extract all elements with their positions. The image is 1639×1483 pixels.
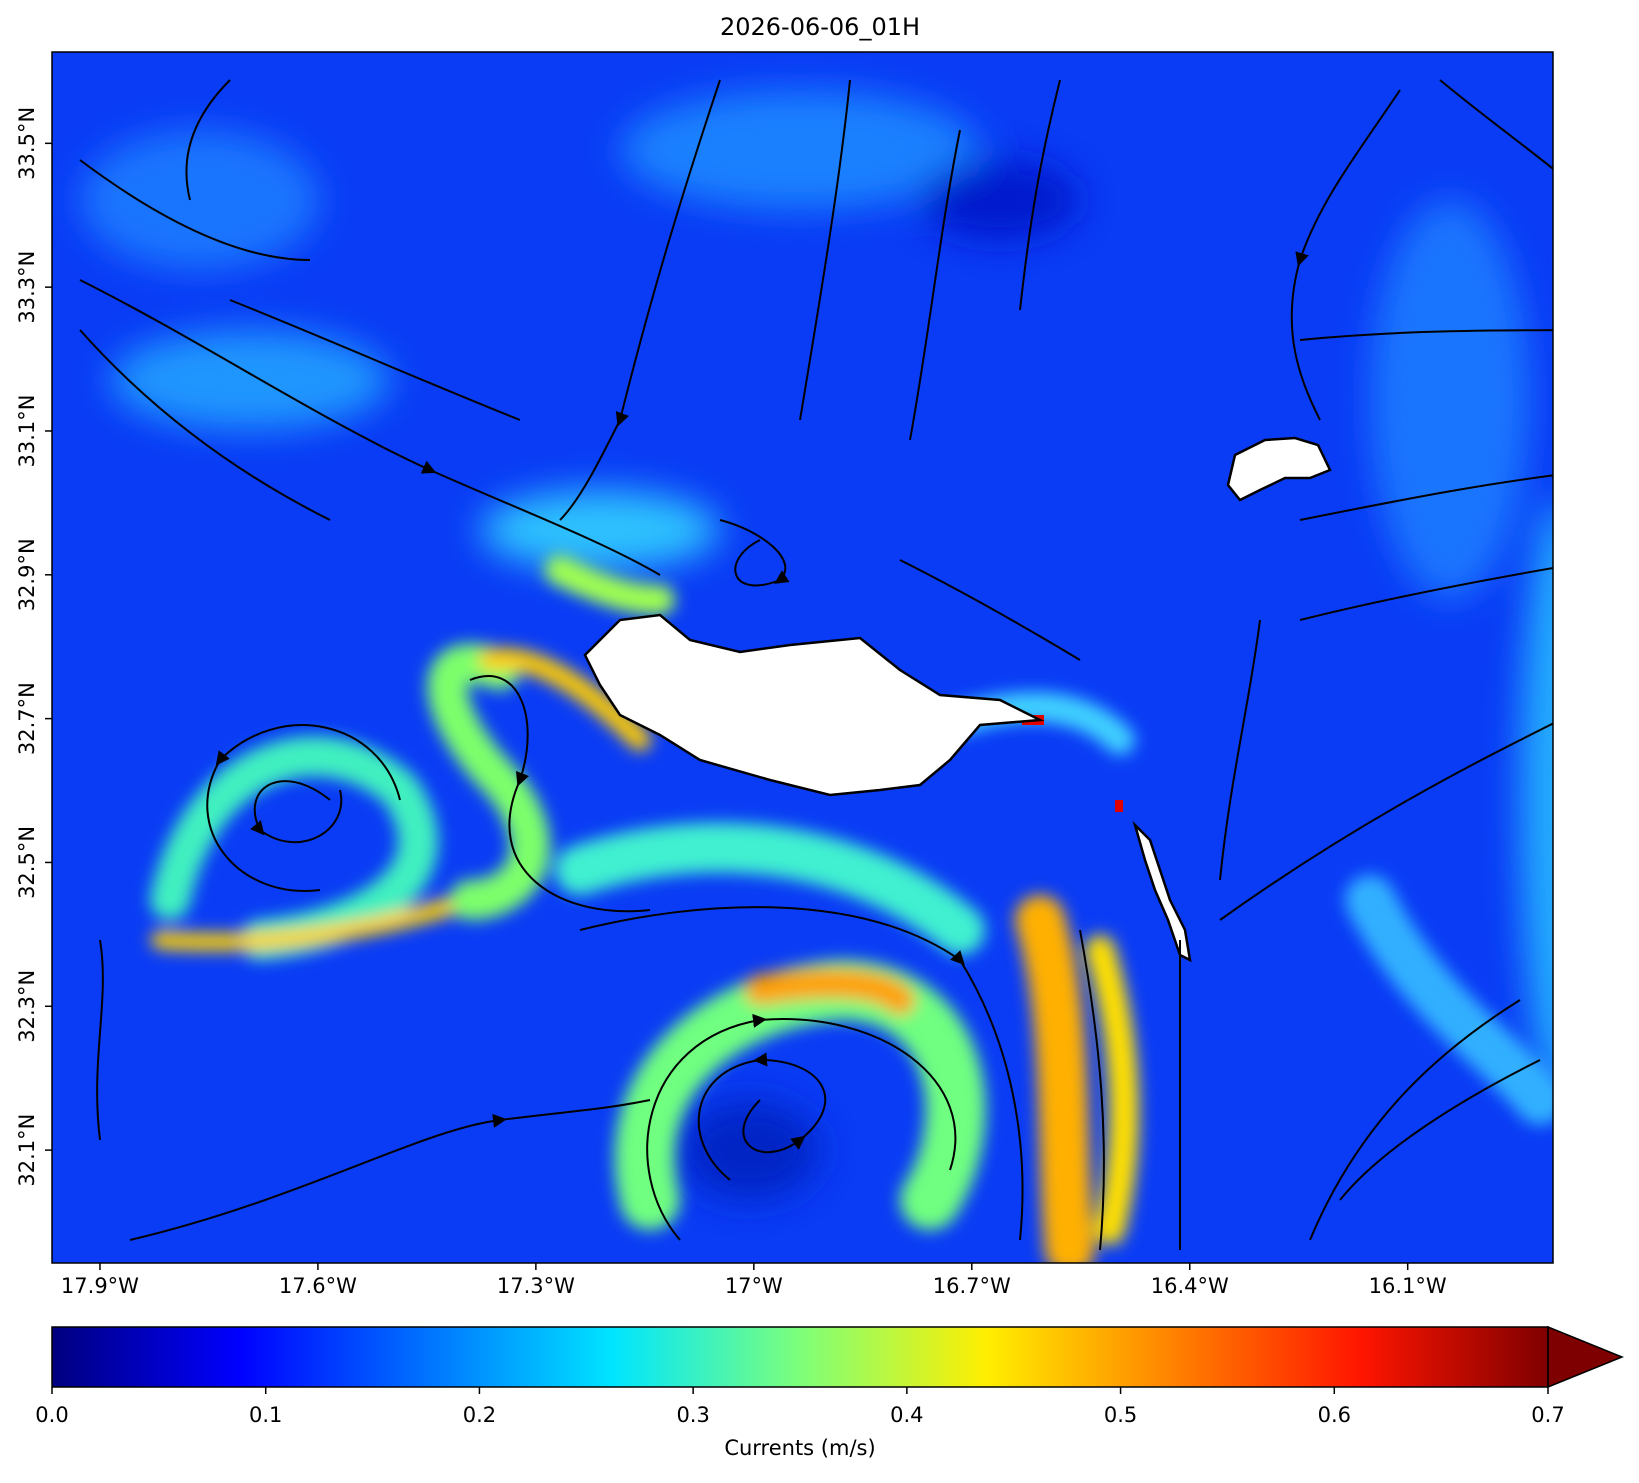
x-tick-label: 16.1°W [1369, 1274, 1447, 1298]
colorbar-extend [1547, 1325, 1624, 1389]
x-tick-label: 17.3°W [497, 1274, 575, 1298]
y-tick-label: 32.3°N [15, 970, 39, 1043]
x-tick-label: 17.6°W [279, 1274, 357, 1298]
colorbar-tick-label: 0.5 [1104, 1403, 1137, 1427]
chart-title: 2026-06-06_01H [720, 13, 920, 41]
y-tick-label: 33.5°N [15, 107, 39, 180]
x-tick-label: 17°W [725, 1274, 783, 1298]
x-tick-label: 17.9°W [61, 1274, 139, 1298]
y-tick-label: 32.5°N [15, 826, 39, 899]
y-tick-label: 32.1°N [15, 1114, 39, 1187]
colorbar-label: Currents (m/s) [724, 1436, 875, 1460]
colorbar [52, 1327, 1548, 1387]
y-tick-label: 33.1°N [15, 394, 39, 467]
y-tick-label: 33.3°N [15, 251, 39, 324]
map-frame [51, 51, 1554, 1264]
colorbar-tick-label: 0.6 [1318, 1403, 1351, 1427]
colorbar-tick-label: 0.7 [1531, 1403, 1564, 1427]
y-tick-label: 32.7°N [15, 682, 39, 755]
x-tick-label: 16.7°W [933, 1274, 1011, 1298]
colorbar-frame [51, 1326, 1549, 1388]
colorbar-tick-label: 0.3 [676, 1403, 709, 1427]
x-tick-label: 16.4°W [1151, 1274, 1229, 1298]
colorbar-tick-label: 0.2 [463, 1403, 496, 1427]
colorbar-tick-label: 0.4 [890, 1403, 923, 1427]
colorbar-tick-label: 0.0 [35, 1403, 68, 1427]
y-tick-label: 32.9°N [15, 538, 39, 611]
current-field [52, 52, 1553, 1263]
colorbar-tick-label: 0.1 [249, 1403, 282, 1427]
